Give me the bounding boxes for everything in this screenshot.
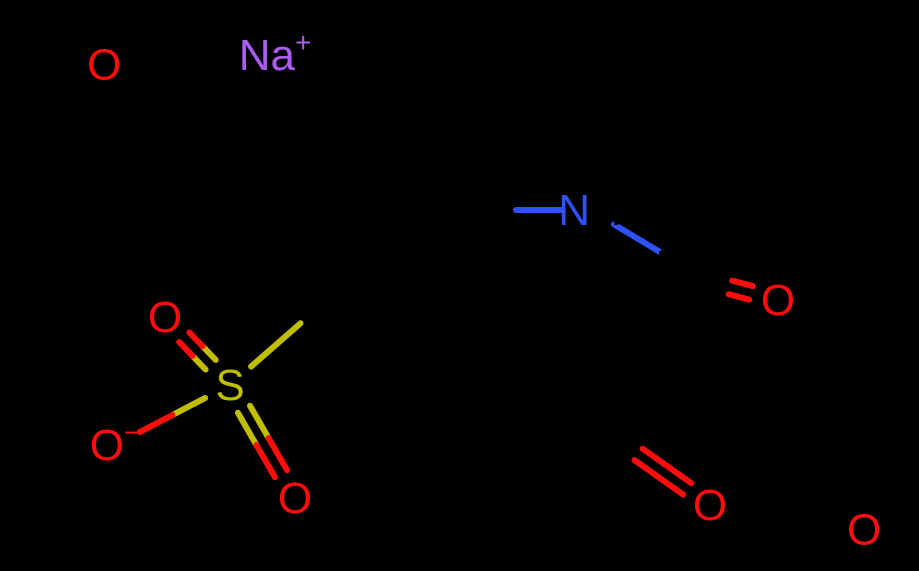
atom-O13: O [278, 474, 312, 523]
atom-O8: O [761, 276, 795, 325]
atom-O7: O [693, 481, 727, 530]
atom-S: S [215, 361, 244, 410]
atom-N5: NH [558, 186, 622, 235]
molecule-diagram: H2ONa+H2ONHOOSOOO− [0, 0, 919, 571]
atom-O12: O [148, 293, 182, 342]
